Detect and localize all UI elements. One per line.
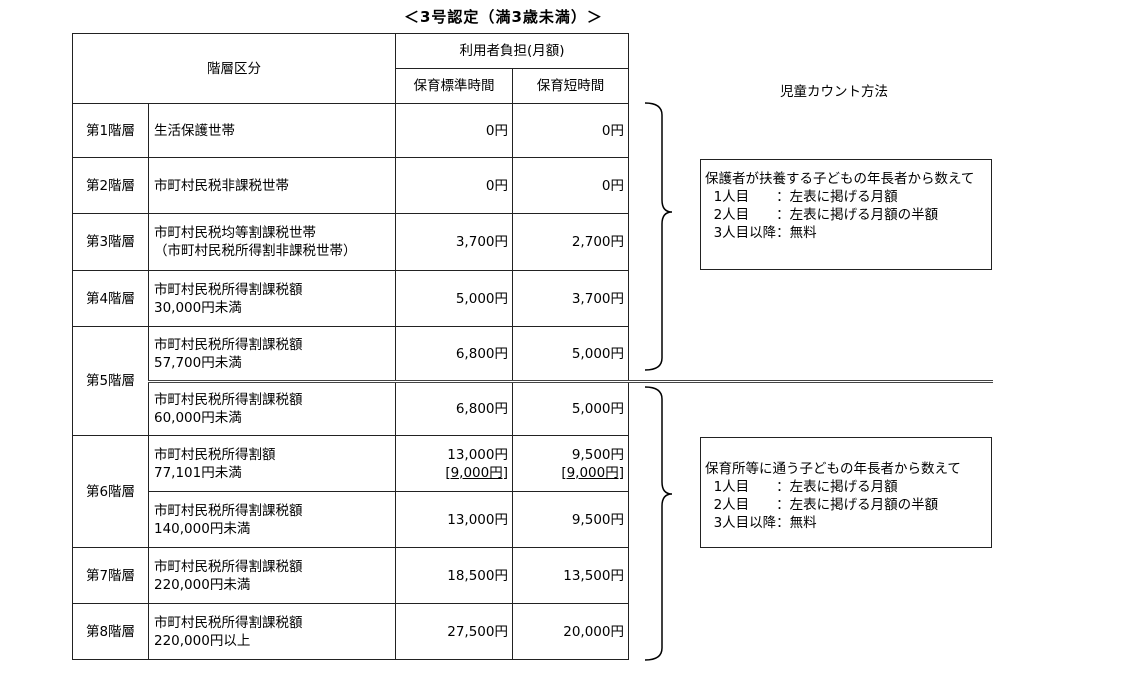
standard-fee: 6,800円 — [395, 380, 513, 436]
short-fee: 0円 — [512, 103, 629, 158]
table-row: 第8階層 市町村民税所得割課税額 220,000円以上 27,500円 20,00… — [72, 603, 629, 660]
box-line: 3人目以降：無料 — [705, 515, 817, 531]
tier-desc: 市町村民税均等割課税世帯 （市町村民税所得割非課税世帯） — [148, 213, 396, 271]
short-fee: 20,000円 — [512, 603, 629, 660]
count-method-title: 児童カウント方法 — [780, 84, 888, 100]
fee-table: 階層区分 利用者負担(月額) 保育標準時間 保育短時間 第1階層 生活保護世帯 … — [72, 33, 629, 660]
short-fee: 13,500円 — [512, 547, 629, 604]
table-row: 第6階層 市町村民税所得割額 77,101円未満 13,000円 [9,000円] … — [72, 435, 629, 548]
fee-value: 13,000円 — [447, 446, 508, 463]
desc-line: 市町村民税所得割課税額 — [154, 392, 303, 408]
tier-desc: 市町村民税非課税世帯 — [148, 157, 396, 214]
desc-line: 市町村民税所得割課税額 — [154, 558, 303, 575]
desc-line: 市町村民税均等割課税世帯 — [154, 225, 316, 241]
desc-line: 30,000円未満 — [154, 299, 242, 316]
short-fee: 3,700円 — [512, 270, 629, 327]
header-short: 保育短時間 — [512, 68, 629, 104]
fee-note: [9,000円] — [445, 464, 508, 481]
desc-line: （市町村民税所得割非課税世帯） — [154, 243, 357, 259]
box-line: 保育所等に通う子どもの年長者から数えて — [705, 461, 961, 477]
count-method-box-2: 保育所等に通う子どもの年長者から数えて 1人目 ：左表に掲げる月額 2人目 ：左… — [700, 437, 992, 548]
short-fee: 5,000円 — [512, 380, 629, 436]
desc-line: 220,000円以上 — [154, 632, 251, 649]
short-fee: 0円 — [512, 157, 629, 214]
standard-fee: 5,000円 — [395, 270, 513, 327]
desc-line: 市町村民税所得割課税額 — [154, 502, 303, 519]
desc-line: 220,000円未満 — [154, 576, 251, 593]
page-title: ＜3号認定（満3歳未満）＞ — [404, 8, 603, 26]
desc-line: 140,000円未満 — [154, 520, 251, 537]
box-line: 2人目 ：左表に掲げる月額の半額 — [705, 497, 939, 513]
brace-top — [644, 102, 673, 371]
fee-value: 9,500円 — [571, 446, 624, 463]
tier-desc: 市町村民税所得割課税額 140,000円未満 — [148, 491, 396, 548]
desc-line: 60,000円未満 — [154, 410, 242, 426]
box-line: 2人目 ：左表に掲げる月額の半額 — [705, 207, 939, 223]
desc-line: 生活保護世帯 — [154, 122, 235, 139]
standard-fee: 13,000円 [9,000円] — [395, 435, 513, 492]
short-fee: 2,700円 — [512, 213, 629, 271]
tier-desc: 市町村民税所得割課税額 30,000円未満 — [148, 270, 396, 327]
tier-desc: 市町村民税所得割課税額 60,000円未満 — [148, 380, 396, 436]
standard-fee: 3,700円 — [395, 213, 513, 271]
standard-fee: 27,500円 — [395, 603, 513, 660]
table-row: 第1階層 生活保護世帯 0円 0円 — [72, 103, 629, 158]
tier-label: 第5階層 — [72, 326, 149, 436]
standard-fee: 6,800円 — [395, 326, 513, 382]
count-method-box-1: 保護者が扶養する子どもの年長者から数えて 1人目 ：左表に掲げる月額 2人目 ：… — [700, 159, 992, 270]
box-line: 保護者が扶養する子どもの年長者から数えて — [705, 171, 975, 187]
tier-label: 第4階層 — [72, 270, 149, 327]
tier-label: 第7階層 — [72, 547, 149, 604]
table-row: 第7階層 市町村民税所得割課税額 220,000円未満 18,500円 13,50… — [72, 547, 629, 604]
box-line: 1人目 ：左表に掲げる月額 — [705, 479, 898, 495]
section-divider — [628, 380, 993, 384]
table-row: 第5階層 市町村民税所得割課税額 57,700円未満 6,800円 5,000円 — [72, 326, 629, 436]
header-tier-division: 階層区分 — [72, 33, 396, 104]
standard-fee: 0円 — [395, 157, 513, 214]
table-row: 第4階層 市町村民税所得割課税額 30,000円未満 5,000円 3,700円 — [72, 270, 629, 327]
table-row: 第2階層 市町村民税非課税世帯 0円 0円 — [72, 157, 629, 214]
header-burden: 利用者負担(月額) — [395, 33, 629, 69]
table-row: 市町村民税所得割課税額 60,000円未満 6,800円 5,000円 — [73, 380, 629, 436]
short-fee: 9,500円 [9,000円] — [512, 435, 629, 492]
desc-line: 市町村民税所得割課税額 — [154, 614, 303, 631]
desc-line: 市町村民税非課税世帯 — [154, 177, 289, 194]
brace-bottom — [644, 386, 673, 661]
header-standard: 保育標準時間 — [395, 68, 513, 104]
tier-label: 第8階層 — [72, 603, 149, 660]
desc-line: 市町村民税所得割額 — [154, 446, 276, 463]
desc-line: 市町村民税所得割課税額 — [154, 281, 303, 298]
standard-fee: 13,000円 — [395, 491, 513, 548]
fee-note: [9,000円] — [561, 464, 624, 481]
short-fee: 5,000円 — [512, 326, 629, 382]
box-line: 3人目以降：無料 — [705, 225, 817, 241]
table-row: 市町村民税所得割課税額 140,000円未満 13,000円 9,500円 — [73, 491, 629, 548]
short-fee: 9,500円 — [512, 491, 629, 548]
box-line: 1人目 ：左表に掲げる月額 — [705, 189, 898, 205]
standard-fee: 0円 — [395, 103, 513, 158]
desc-line: 市町村民税所得割課税額 — [154, 336, 303, 353]
desc-line: 77,101円未満 — [154, 464, 242, 481]
desc-line: 57,700円未満 — [154, 354, 242, 371]
standard-fee: 18,500円 — [395, 547, 513, 604]
tier-desc: 市町村民税所得割額 77,101円未満 — [148, 435, 396, 492]
